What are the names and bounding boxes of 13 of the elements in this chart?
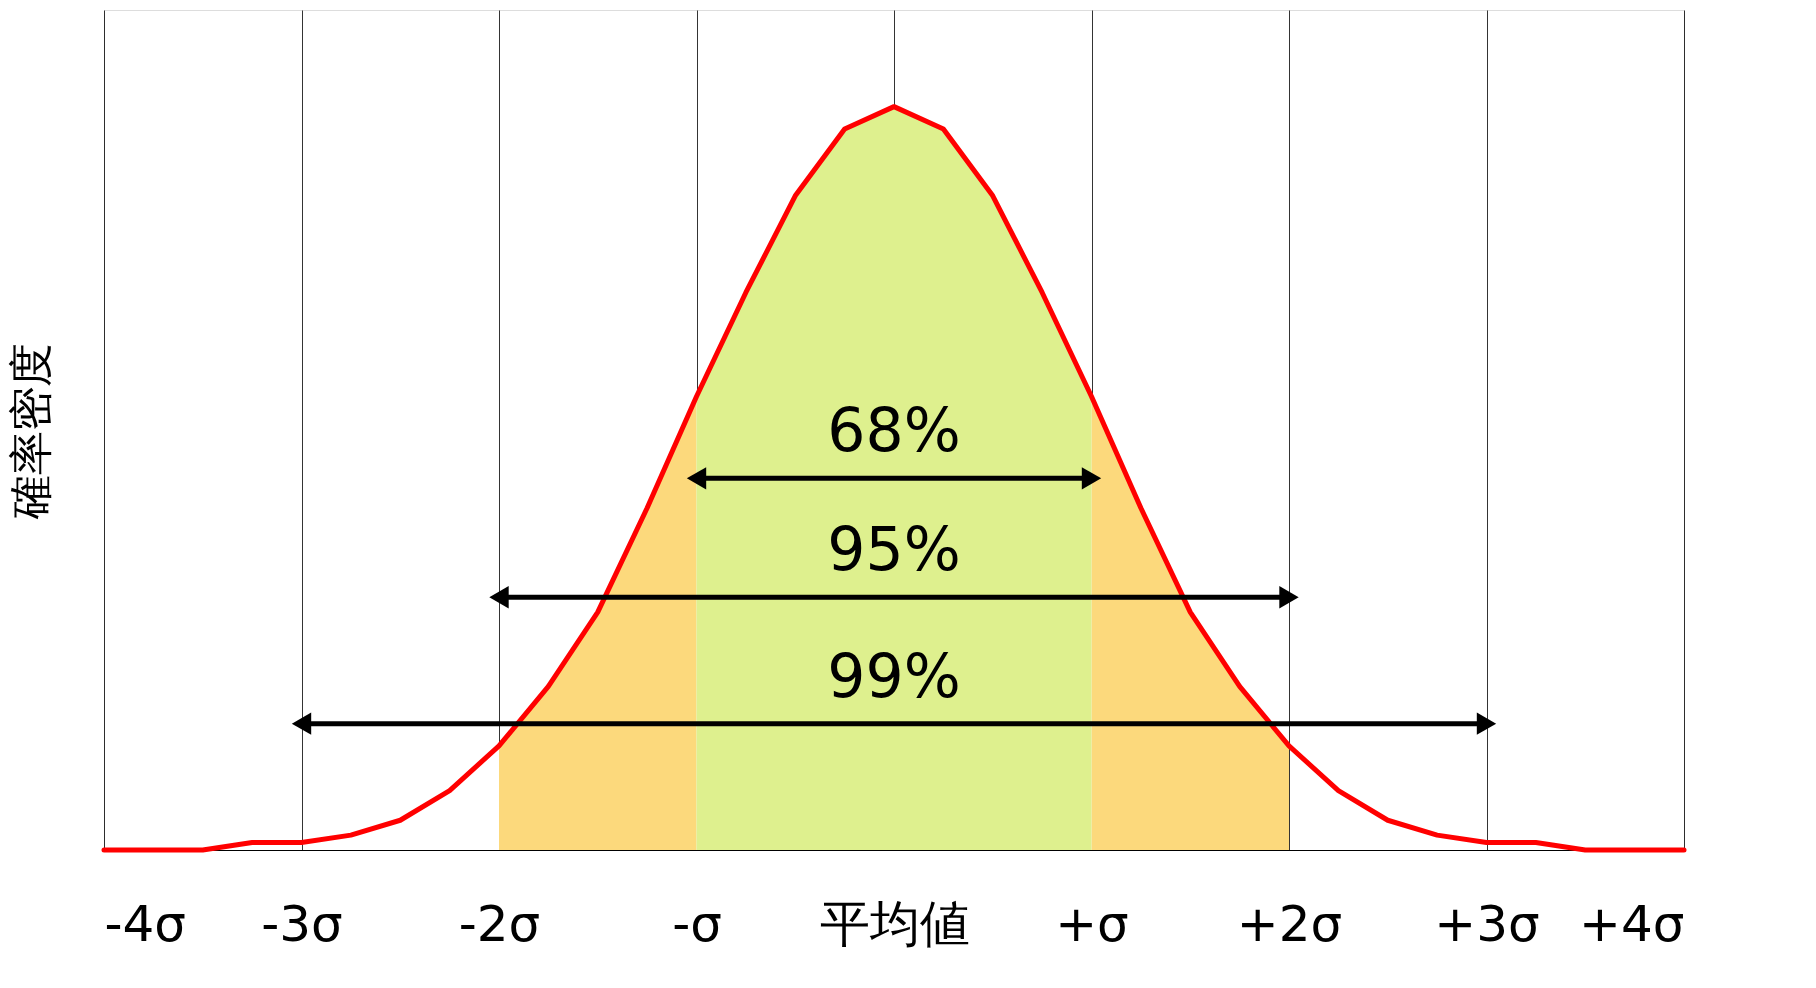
x-tick-label: 平均値 bbox=[819, 894, 970, 953]
x-tick-label: -σ bbox=[672, 894, 722, 953]
annotation: 99% bbox=[827, 640, 961, 711]
annotation: 68% bbox=[827, 395, 961, 466]
x-tick-label: -4σ bbox=[104, 894, 187, 953]
y-axis-title: 確率密度 bbox=[4, 342, 56, 520]
x-tick-label: +4σ bbox=[1579, 894, 1685, 953]
x-tick-label: +2σ bbox=[1236, 894, 1343, 953]
x-tick-label: -2σ bbox=[458, 894, 541, 953]
annotation: 95% bbox=[827, 514, 961, 585]
x-tick-label: +σ bbox=[1055, 894, 1129, 953]
x-tick-label: -3σ bbox=[261, 894, 343, 953]
x-tick-label: +3σ bbox=[1434, 894, 1540, 953]
